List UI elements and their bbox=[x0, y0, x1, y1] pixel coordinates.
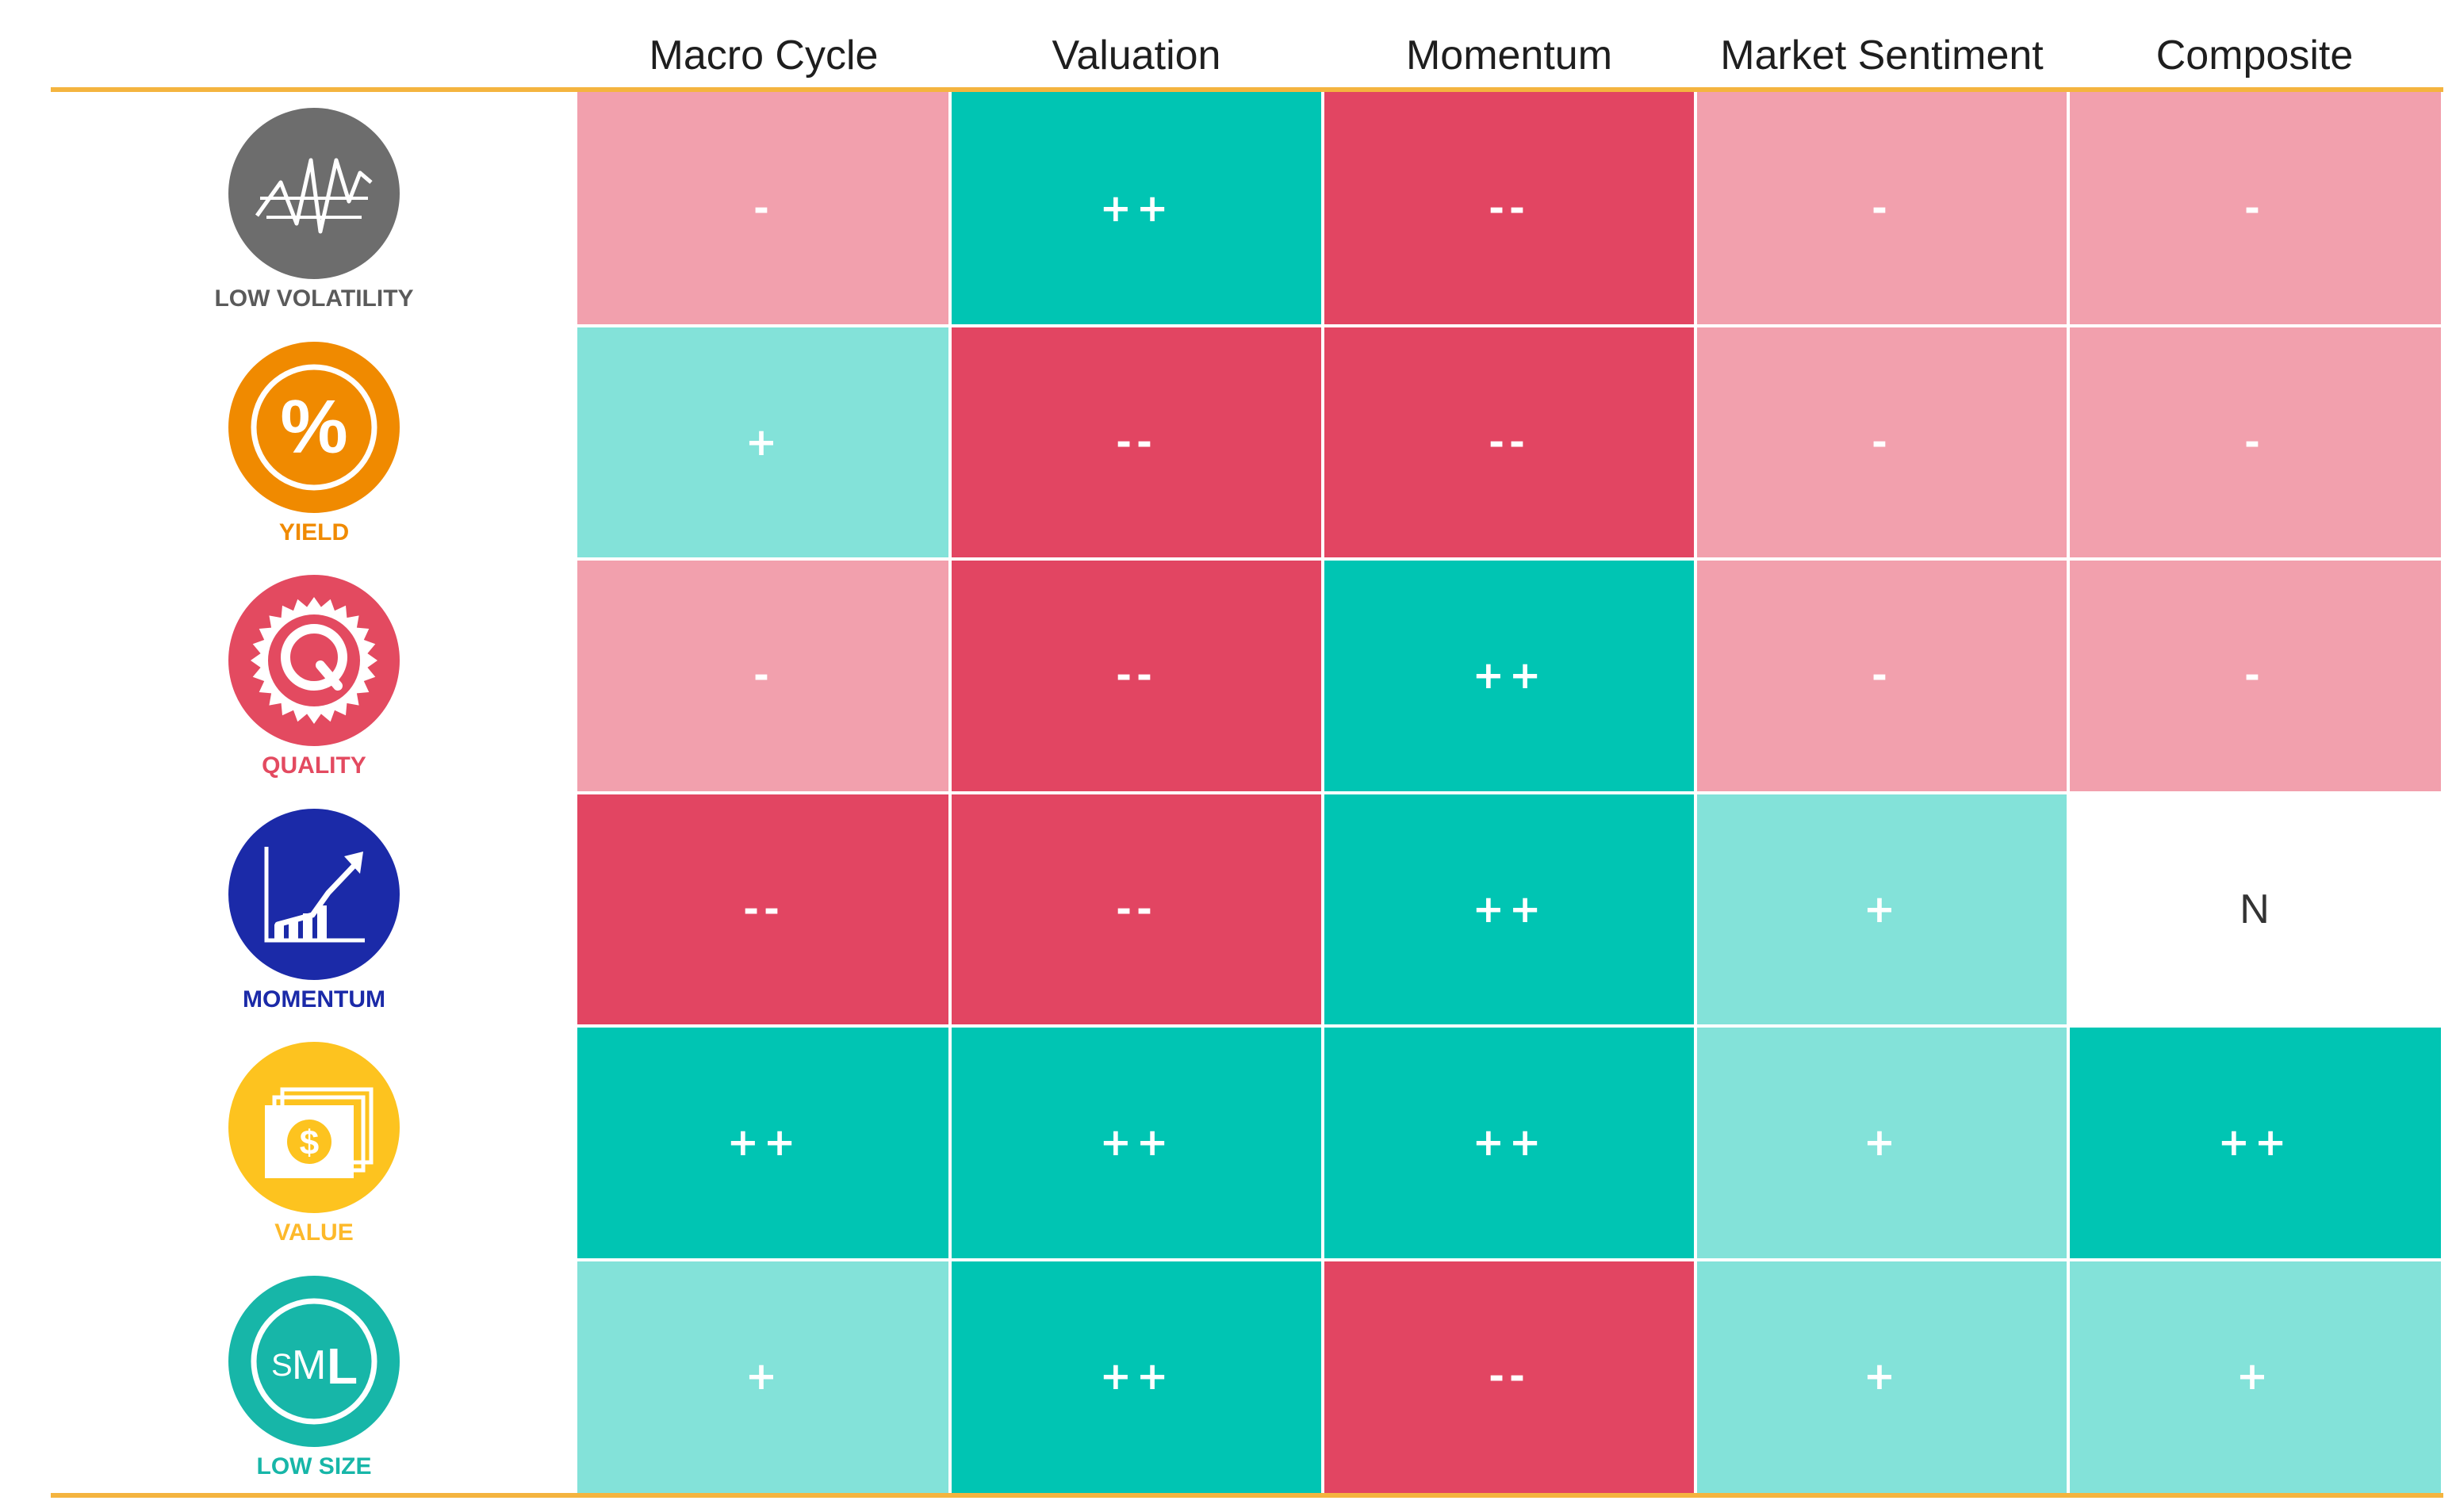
signal-cell: + bbox=[1695, 1026, 2068, 1260]
signal-cell: - bbox=[577, 559, 950, 793]
momentum-chart-icon bbox=[228, 808, 400, 980]
column-header: Market Sentiment bbox=[1720, 33, 2044, 78]
row-label: YIELD bbox=[278, 519, 350, 545]
row-label: LOW SIZE bbox=[256, 1453, 372, 1479]
grid-line bbox=[577, 557, 2441, 561]
signal-cell: - bbox=[1695, 325, 2068, 559]
row-label: MOMENTUM bbox=[243, 986, 385, 1012]
yield-percent-icon: % bbox=[228, 341, 400, 513]
signal-cell: ++ bbox=[950, 1026, 1323, 1260]
row-label: VALUE bbox=[274, 1219, 354, 1246]
signal-cell: - bbox=[2068, 559, 2441, 793]
grid-line bbox=[577, 1257, 2441, 1261]
signal-cell: ++ bbox=[1323, 792, 1695, 1026]
low-volatility-icon bbox=[228, 108, 400, 279]
signal-cell: -- bbox=[950, 325, 1323, 559]
grid-line bbox=[577, 1024, 2441, 1028]
signal-cell: -- bbox=[950, 559, 1323, 793]
signal-cell: ++ bbox=[1323, 559, 1695, 793]
svg-text:M: M bbox=[292, 1342, 326, 1388]
signal-cell: - bbox=[577, 92, 950, 326]
signal-cell: - bbox=[1695, 559, 2068, 793]
signal-cell: ++ bbox=[950, 92, 1323, 326]
signal-cell: -- bbox=[950, 792, 1323, 1026]
signal-cell: + bbox=[577, 325, 950, 559]
column-header: Valuation bbox=[1052, 33, 1221, 78]
signal-cell: N bbox=[2068, 792, 2441, 1026]
svg-text:%: % bbox=[280, 385, 347, 469]
signal-cell: -- bbox=[1323, 92, 1695, 326]
signal-cell: -- bbox=[577, 792, 950, 1026]
svg-text:$: $ bbox=[300, 1123, 319, 1162]
column-header: Macro Cycle bbox=[649, 33, 879, 78]
grid-line bbox=[577, 790, 2441, 794]
signal-cell: ++ bbox=[1323, 1026, 1695, 1260]
signal-cell: + bbox=[1695, 792, 2068, 1026]
signal-cell: -- bbox=[1323, 1259, 1695, 1493]
value-dollar-icon: $ bbox=[228, 1042, 400, 1213]
signal-cell: ++ bbox=[950, 1259, 1323, 1493]
signal-cell: - bbox=[1695, 92, 2068, 326]
signal-cell: - bbox=[2068, 92, 2441, 326]
header-rule bbox=[51, 87, 2443, 92]
signal-cell: + bbox=[577, 1259, 950, 1493]
footer-rule bbox=[51, 1493, 2443, 1498]
grid-line bbox=[577, 323, 2441, 327]
signal-cell: + bbox=[1695, 1259, 2068, 1493]
column-header: Composite bbox=[2155, 33, 2354, 78]
row-label: LOW VOLATILITY bbox=[214, 285, 414, 312]
svg-text:L: L bbox=[327, 1338, 358, 1395]
svg-text:S: S bbox=[271, 1348, 293, 1383]
signal-cell: + bbox=[2068, 1259, 2441, 1493]
quality-q-icon bbox=[228, 575, 400, 746]
signal-cell: -- bbox=[1323, 325, 1695, 559]
signal-cell: ++ bbox=[2068, 1026, 2441, 1260]
column-header: Momentum bbox=[1405, 33, 1613, 78]
signal-cell: - bbox=[2068, 325, 2441, 559]
row-label: QUALITY bbox=[262, 752, 366, 779]
signal-cell: ++ bbox=[577, 1026, 950, 1260]
